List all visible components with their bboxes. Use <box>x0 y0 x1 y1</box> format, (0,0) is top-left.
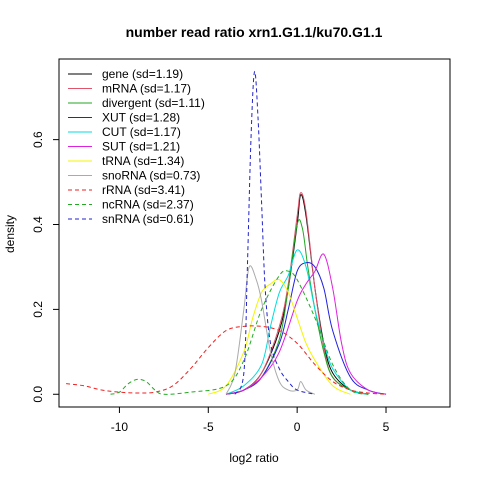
y-axis: 0.0 0.2 0.4 0.6 <box>31 131 59 403</box>
series-line <box>225 265 316 395</box>
legend-entry: rRNA (sd=3.41) <box>102 183 185 197</box>
y-tick-label: 0.4 <box>31 216 45 233</box>
y-tick-label: 0.2 <box>31 301 45 318</box>
x-tick-label: -10 <box>111 420 129 434</box>
legend-entry: divergent (sd=1.11) <box>102 96 205 110</box>
series-line <box>208 278 351 395</box>
x-axis: -10 -5 0 5 <box>111 407 390 434</box>
series-layer <box>66 71 387 395</box>
legend-entry: gene (sd=1.19) <box>102 67 183 81</box>
x-axis-label: log2 ratio <box>229 451 279 465</box>
x-tick-label: 0 <box>294 420 301 434</box>
series-line <box>66 325 387 395</box>
series-line <box>225 249 369 395</box>
legend-entry: CUT (sd=1.17) <box>102 125 181 139</box>
y-axis-label: density <box>3 215 17 253</box>
legend-entry: snoRNA (sd=0.73) <box>102 169 200 183</box>
legend-entry: ncRNA (sd=2.37) <box>102 198 194 212</box>
legend: gene (sd=1.19)mRNA (sd=1.17)divergent (s… <box>68 67 205 226</box>
legend-entry: snRNA (sd=0.61) <box>102 212 194 226</box>
x-tick-label: -5 <box>203 420 214 434</box>
plot-frame <box>58 58 451 408</box>
series-line <box>225 253 387 395</box>
legend-entry: XUT (sd=1.28) <box>102 111 180 125</box>
legend-entry: mRNA (sd=1.17) <box>102 82 191 96</box>
legend-entry: SUT (sd=1.21) <box>102 140 180 154</box>
chart-title: number read ratio xrn1.G1.1/ku70.G1.1 <box>126 24 383 40</box>
y-tick-label: 0.6 <box>31 131 45 148</box>
legend-entry: tRNA (sd=1.34) <box>102 154 184 168</box>
x-tick-label: 5 <box>383 420 390 434</box>
series-line <box>110 270 369 395</box>
series-line <box>234 71 316 395</box>
y-tick-label: 0.0 <box>31 386 45 403</box>
series-line <box>225 219 369 395</box>
